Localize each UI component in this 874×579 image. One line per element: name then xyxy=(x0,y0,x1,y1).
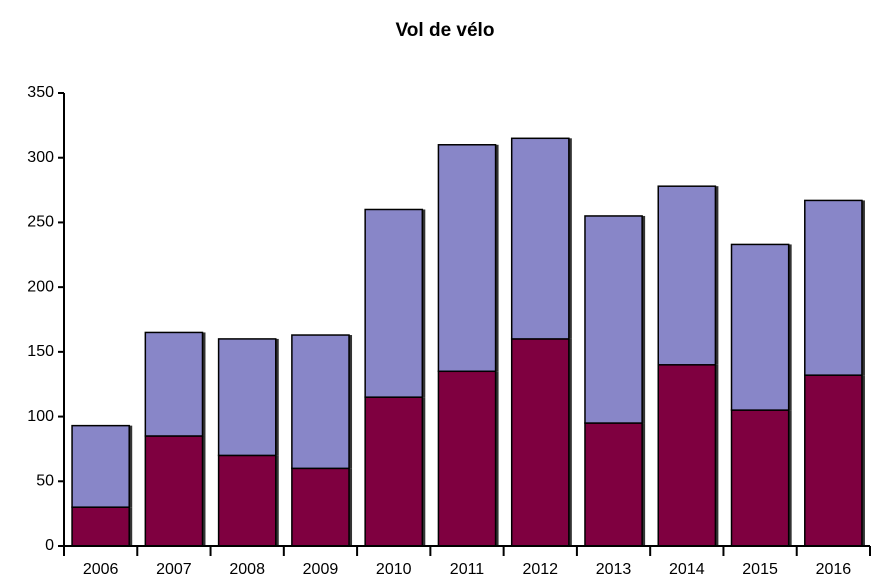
x-tick-label: 2011 xyxy=(450,561,485,578)
bar xyxy=(584,215,643,424)
y-tick-label: 50 xyxy=(36,473,54,490)
x-tick-label: 2013 xyxy=(596,561,632,578)
bar xyxy=(657,185,717,366)
bar xyxy=(364,396,424,547)
x-tick-label: 2012 xyxy=(522,561,558,578)
y-tick-label: 0 xyxy=(45,537,54,554)
bar xyxy=(804,374,863,547)
x-tick-label: 2007 xyxy=(156,561,192,578)
bar xyxy=(291,334,350,470)
x-tick-label: 2014 xyxy=(669,561,705,578)
x-tick-label: 2006 xyxy=(83,561,119,578)
bar xyxy=(804,199,863,376)
bar xyxy=(144,331,204,437)
bar xyxy=(291,467,350,547)
x-tick-label: 2009 xyxy=(303,561,339,578)
bar xyxy=(144,435,204,547)
bar xyxy=(71,424,130,508)
bar xyxy=(584,422,643,547)
x-tick-label: 2016 xyxy=(816,561,852,578)
y-tick-label: 100 xyxy=(27,408,54,425)
bar xyxy=(71,506,130,547)
bar xyxy=(364,208,424,398)
bar xyxy=(730,409,790,547)
bar xyxy=(437,144,497,373)
y-tick-label: 300 xyxy=(27,149,54,166)
y-tick-label: 250 xyxy=(27,214,54,231)
bar xyxy=(437,370,497,547)
bar xyxy=(510,137,570,340)
y-tick-label: 350 xyxy=(27,84,54,101)
bar xyxy=(730,243,790,411)
y-tick-label: 200 xyxy=(27,278,54,295)
y-tick-label: 150 xyxy=(27,343,54,360)
x-tick-label: 2008 xyxy=(229,561,265,578)
bar xyxy=(217,454,277,547)
bar xyxy=(217,338,277,457)
chart-title: Vol de vélo xyxy=(396,20,495,41)
bar xyxy=(657,364,717,547)
x-tick-label: 2010 xyxy=(376,561,412,578)
x-tick-label: 2015 xyxy=(742,561,778,578)
bar xyxy=(510,338,570,547)
